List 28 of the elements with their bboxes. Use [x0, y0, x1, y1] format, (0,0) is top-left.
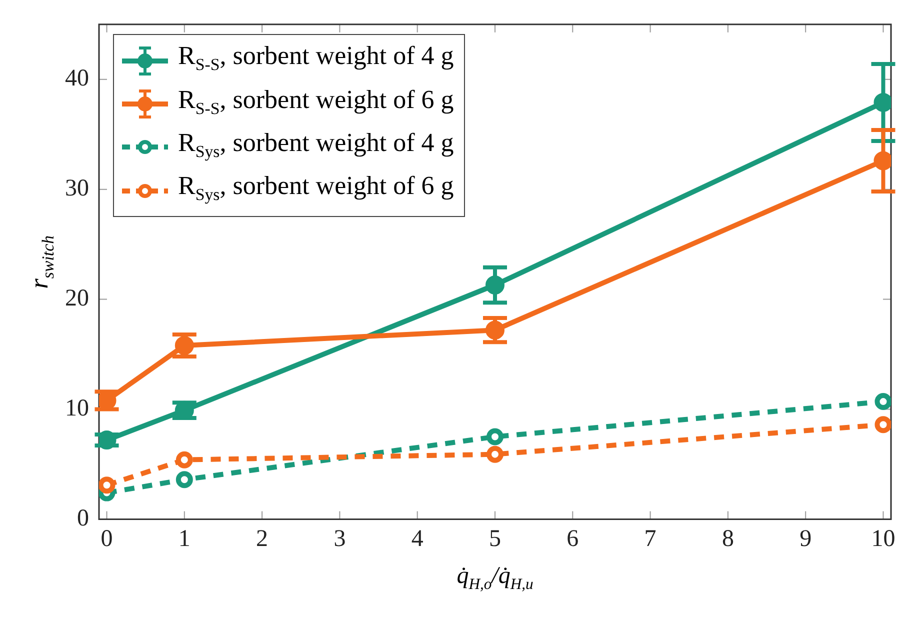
point [874, 393, 891, 410]
x-tick-label: 0 [100, 526, 113, 552]
x-tick-label: 7 [644, 526, 656, 552]
point [874, 416, 891, 434]
y-tick-label: 20 [65, 286, 89, 312]
x-tick-label: 5 [489, 526, 501, 552]
point [486, 446, 504, 463]
x-axis-title: q̇$_{H,o}$/q̇$_{H,u}$ [456, 563, 534, 594]
x-tick-label: 6 [566, 526, 579, 552]
x-tick-label: 2 [256, 526, 268, 552]
point [176, 471, 193, 488]
y-tick-label: 40 [65, 66, 89, 92]
x-tick-label: 1 [178, 526, 190, 552]
x-tick-label: 3 [334, 526, 346, 552]
legend-label: R$_{Sys}$, sorbent weight of 6 g [178, 170, 454, 206]
y-tick-label: 10 [65, 396, 89, 422]
point [176, 451, 193, 468]
x-tick-label: 9 [800, 526, 812, 552]
legend-label: R$_{S-S}$, sorbent weight of 4 g [178, 40, 454, 77]
y-tick-label: 0 [77, 505, 89, 532]
legend-label: R$_{Sys}$, sorbent weight of 4 g [178, 126, 454, 163]
y-tick-label: 30 [65, 176, 89, 202]
x-tick-label: 8 [722, 526, 734, 552]
x-tick-label: 4 [411, 526, 424, 552]
point [486, 428, 504, 446]
point [99, 476, 116, 494]
legend-label: R$_{S-S}$, sorbent weight of 6 g [178, 84, 454, 120]
x-tick-label: 10 [871, 526, 896, 552]
